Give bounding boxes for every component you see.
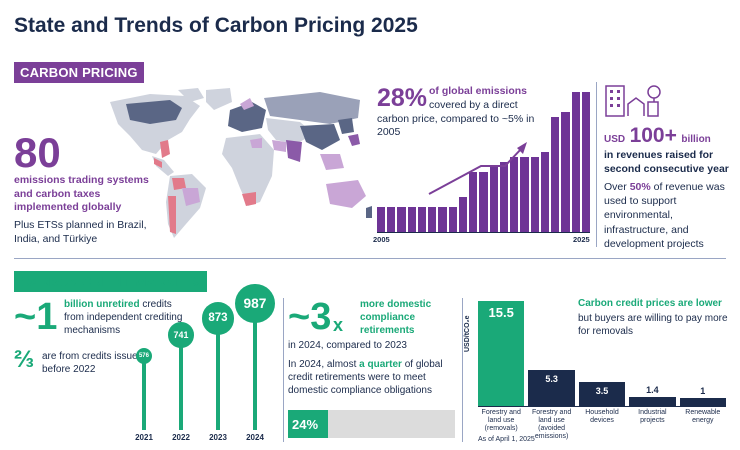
revenue-amount: 100+ bbox=[629, 124, 677, 147]
revenue-text: in revenues raised for second consecutiv… bbox=[604, 149, 729, 175]
lollipop-value: 741 bbox=[168, 322, 194, 348]
price-category: Household devices bbox=[585, 409, 619, 425]
price-chart-categories: Forestry and land use (removals) Forestry… bbox=[478, 409, 726, 440]
coverage-chart-end: 2025 bbox=[573, 235, 590, 244]
world-map-icon bbox=[110, 88, 372, 238]
page-title: State and Trends of Carbon Pricing 2025 bbox=[14, 14, 418, 37]
unretired-bold: billion unretired bbox=[64, 299, 140, 310]
jurisdiction-count: 80 bbox=[14, 129, 61, 176]
quarter-progress-bar: 24% bbox=[288, 410, 455, 438]
price-bar-value: 1 bbox=[700, 386, 706, 396]
price-category: Industrial projects bbox=[638, 409, 667, 425]
lollipop-value: 873 bbox=[201, 301, 235, 335]
section-label-credit-markets: CARBON CREDIT MARKETS bbox=[14, 271, 208, 292]
revenue-unit: billion bbox=[681, 134, 711, 145]
fraction-text: are from credits issued before 2022 bbox=[42, 351, 144, 375]
price-category: Forestry and land use (avoided emissions… bbox=[531, 409, 572, 441]
revenue-support-text: of revenue was used to support environme… bbox=[604, 181, 725, 250]
coverage-bar bbox=[407, 207, 416, 232]
unretired-text-block: billion unretired credits from independe… bbox=[64, 298, 184, 337]
coverage-bar bbox=[397, 207, 406, 232]
emissions-percent: 28% bbox=[377, 84, 428, 112]
lollipop-year: 2022 bbox=[172, 433, 190, 442]
quarter-pre: In 2024, almost bbox=[288, 359, 357, 370]
credits-lollipop-chart: 576 2021 741 2022 873 2023 987 2024 bbox=[128, 284, 278, 445]
coverage-bar bbox=[561, 112, 570, 232]
coverage-bar bbox=[458, 197, 468, 232]
price-bar-value: 5.3 bbox=[545, 374, 558, 385]
coverage-bar bbox=[581, 92, 590, 232]
price-head: Carbon credit prices are lower bbox=[578, 298, 722, 309]
section-label-carbon-pricing: CARBON PRICING bbox=[14, 62, 144, 83]
unretired-text: credits from independent crediting mecha… bbox=[64, 299, 183, 336]
price-text: but buyers are willing to pay more for r… bbox=[578, 313, 728, 337]
revenue-support: Over 50% of revenue was used to support … bbox=[604, 180, 734, 251]
price-category: Forestry and land use (removals) bbox=[481, 409, 521, 433]
coverage-bar bbox=[540, 152, 550, 232]
coverage-bar bbox=[551, 117, 560, 232]
price-chart-note: As of April 1, 2025 bbox=[478, 436, 535, 443]
quarter-bar-label: 24% bbox=[292, 416, 319, 432]
coverage-bar bbox=[377, 207, 386, 232]
lollipop-value: 576 bbox=[135, 348, 153, 365]
price-bar bbox=[478, 301, 525, 406]
emissions-head: of global emissions bbox=[429, 85, 528, 97]
revenue-support-pct: 50% bbox=[629, 181, 651, 193]
lollipop-stem bbox=[216, 318, 220, 430]
planned-ets-text: Plus ETSs planned in Brazil, India, and … bbox=[14, 219, 147, 246]
domestic-sub: in 2024, compared to 2023 bbox=[288, 340, 407, 351]
coverage-bar bbox=[479, 172, 488, 232]
domestic-multiplier: x bbox=[333, 315, 344, 335]
lollipop-year: 2021 bbox=[135, 433, 153, 442]
domestic-head: more domestic compliance retirements bbox=[360, 299, 432, 336]
coverage-bar bbox=[520, 157, 529, 232]
emissions-text: covered by a direct carbon price, compar… bbox=[377, 99, 535, 139]
coverage-bar-chart bbox=[377, 82, 590, 232]
lollipop-stem bbox=[179, 335, 183, 430]
lollipop-stem bbox=[142, 356, 146, 430]
coverage-bar bbox=[571, 92, 580, 232]
coverage-bar bbox=[438, 207, 447, 232]
price-bar-value: 1.4 bbox=[646, 384, 659, 395]
coverage-bar bbox=[417, 207, 427, 232]
coverage-bar bbox=[469, 172, 478, 232]
price-category: Renewable energy bbox=[685, 409, 721, 425]
coverage-bar bbox=[530, 157, 539, 232]
price-bar bbox=[528, 370, 575, 406]
quarter-progress-fill: 24% bbox=[288, 410, 329, 438]
coverage-chart-start: 2005 bbox=[373, 235, 390, 244]
unretired-number: ~1 bbox=[14, 296, 58, 338]
price-bar bbox=[679, 398, 726, 406]
jurisdiction-count-text: emissions trading systems and carbon tax… bbox=[14, 174, 149, 214]
lollipop-value: 987 bbox=[235, 284, 275, 324]
lollipop-stem bbox=[253, 303, 257, 430]
price-bar bbox=[578, 382, 626, 406]
coverage-bar bbox=[510, 157, 519, 232]
coverage-bar bbox=[428, 207, 437, 232]
revenue-prefix: USD bbox=[604, 134, 626, 145]
lollipop-year: 2024 bbox=[246, 433, 264, 442]
price-bar-value: 3.5 bbox=[595, 386, 609, 397]
buildings-icon bbox=[605, 85, 661, 117]
revenue-support-pre: Over bbox=[604, 181, 627, 193]
trend-arrow bbox=[428, 142, 527, 195]
quarter-text: In 2024, almost a quarter of global cred… bbox=[288, 358, 458, 397]
coverage-bar bbox=[387, 207, 396, 232]
lollipop-year: 2023 bbox=[209, 433, 227, 442]
credit-price-bar-chart: 15.5 5.3 3.5 1.4 1 bbox=[478, 298, 726, 406]
domestic-number: ~3 bbox=[288, 296, 332, 338]
coverage-bar bbox=[499, 162, 509, 232]
coverage-bar bbox=[448, 207, 457, 232]
fraction-value: ⅔ bbox=[14, 346, 35, 373]
quarter-post: of global credit retirements were to mee… bbox=[288, 359, 443, 396]
quarter-bold: a quarter bbox=[359, 359, 402, 370]
price-bar-value: 15.5 bbox=[488, 305, 514, 321]
price-bar bbox=[629, 396, 676, 406]
coverage-bar bbox=[489, 167, 498, 232]
revenue-headline: USD 100+ billion bbox=[604, 124, 711, 148]
price-chart-ylabel: USD/tCO₂e bbox=[464, 315, 471, 352]
